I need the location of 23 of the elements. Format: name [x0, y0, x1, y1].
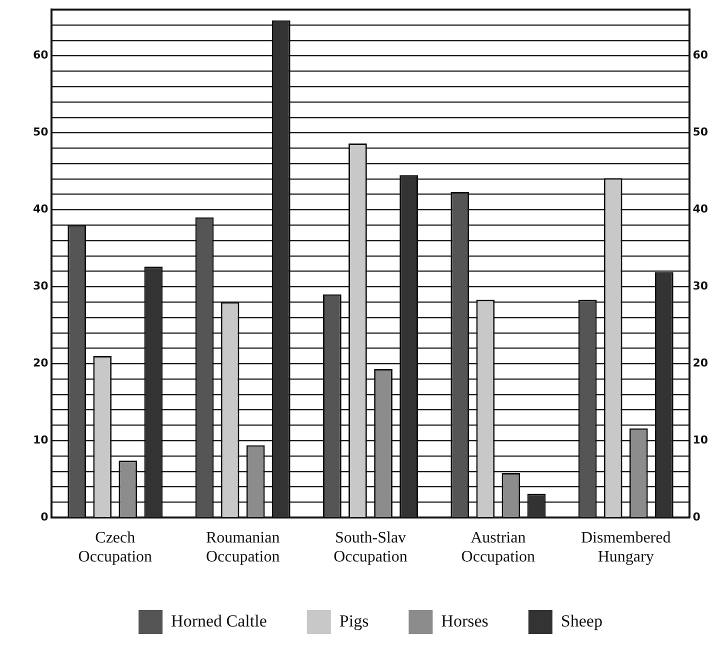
y-tick-label: 30 [32, 280, 49, 293]
y-tick-label: 20 [32, 356, 49, 370]
y-tick-label: 50 [32, 126, 49, 139]
y-tick-label: 40 [32, 202, 49, 216]
x-tick-label: Czech Occupation [78, 529, 152, 566]
y2-tick-label: 60 [692, 48, 708, 62]
legend-label: Sheep [560, 611, 602, 630]
x-tick-label: South-Slav Occupation [334, 529, 408, 566]
y-tick-label: 10 [32, 433, 49, 446]
x-tick-label: Austrian Occupation [461, 529, 536, 566]
x-tick-label: Dismembered Hungary [580, 529, 671, 566]
y2-tick-label: 10 [692, 433, 708, 446]
x-tick-label: Roumanian Occupation [206, 529, 280, 566]
legend-label: Pigs [339, 611, 369, 630]
y-tick-label: 60 [32, 48, 49, 62]
y2-tick-label: 0 [692, 510, 701, 524]
y2-tick-label: 40 [692, 202, 708, 216]
legend-label: Horned Caltle [171, 611, 267, 630]
y-tick-label: 0 [40, 510, 49, 524]
y2-tick-label: 50 [692, 126, 708, 139]
legend-label: Horses [441, 611, 488, 630]
y2-tick-label: 30 [692, 280, 708, 293]
y2-tick-label: 20 [692, 356, 708, 370]
